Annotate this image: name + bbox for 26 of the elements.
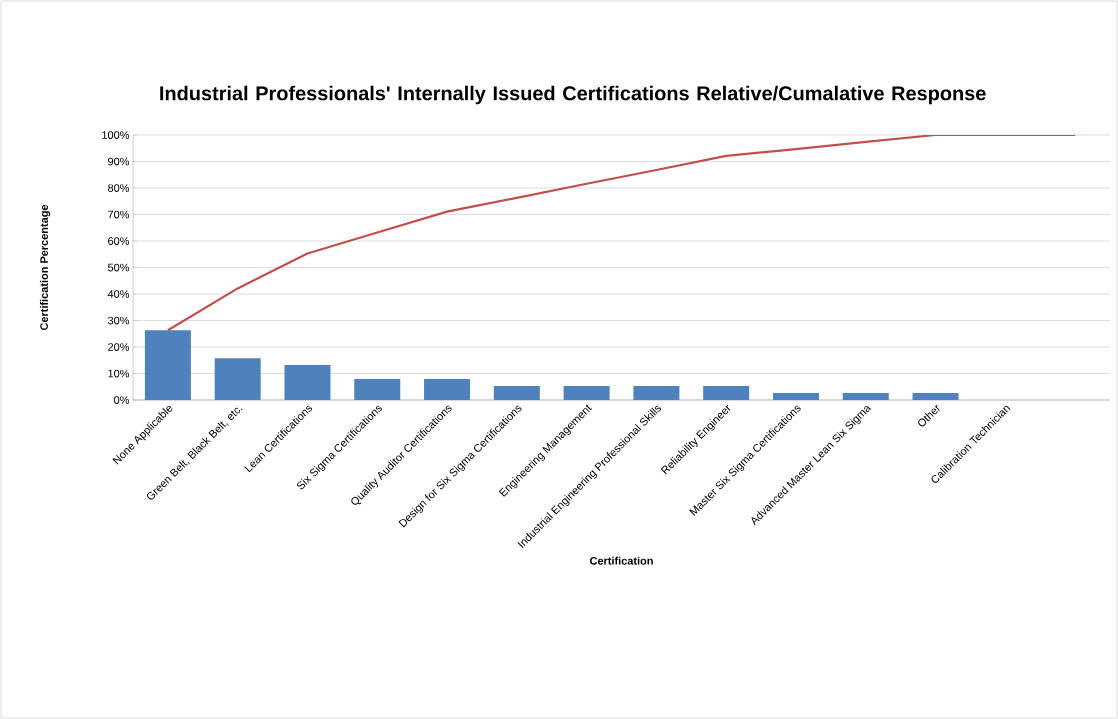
x-axis-title: Certification <box>589 556 653 565</box>
y-axis-title: Certification Percentage <box>39 204 51 331</box>
bar <box>703 385 750 400</box>
bar <box>424 379 471 400</box>
y-tick-label: 20% <box>108 343 130 351</box>
y-tick-label: 60% <box>108 237 130 245</box>
y-tick-label: 100% <box>102 131 130 139</box>
bar <box>563 385 610 400</box>
bar <box>214 358 261 400</box>
bar <box>354 379 401 400</box>
bar <box>284 365 331 400</box>
bar <box>912 393 959 400</box>
chart-title: Industrial Professionals' Internally Issued Certifications Relative/Cumalative Response <box>160 85 986 105</box>
bar <box>842 393 889 400</box>
y-tick-label: 50% <box>107 263 130 272</box>
y-tick-label: 30% <box>107 316 130 325</box>
bar <box>633 385 680 400</box>
y-tick-label: 70% <box>108 210 130 219</box>
bar <box>493 385 540 400</box>
y-tick-label: 90% <box>108 157 130 166</box>
bar <box>772 393 819 400</box>
y-tick-label: 40% <box>107 290 130 298</box>
y-tick-label: 80% <box>108 184 130 192</box>
bar <box>144 330 191 400</box>
y-tick-label: 0% <box>114 396 130 404</box>
y-tick-label: 10% <box>108 369 130 378</box>
